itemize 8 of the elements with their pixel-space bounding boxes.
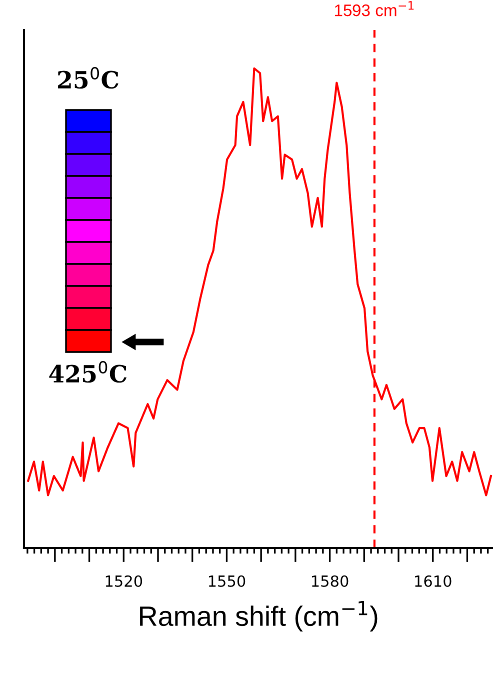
ref-line-label: 1593 cm$^{−1}$ [334, 1, 414, 16]
x-tick-label: 1580 [312, 575, 348, 587]
annotation: 25$^{0}$C [58, 67, 118, 89]
x-tick-label: 1520 [106, 575, 142, 587]
x-tick-label: 1610 [415, 575, 452, 587]
annotation: 425$^{0}$C [49, 361, 126, 383]
x-tick-label: 1550 [208, 575, 246, 587]
x-axis-title: Raman shift (cm$^{−1}$) [140, 600, 378, 632]
